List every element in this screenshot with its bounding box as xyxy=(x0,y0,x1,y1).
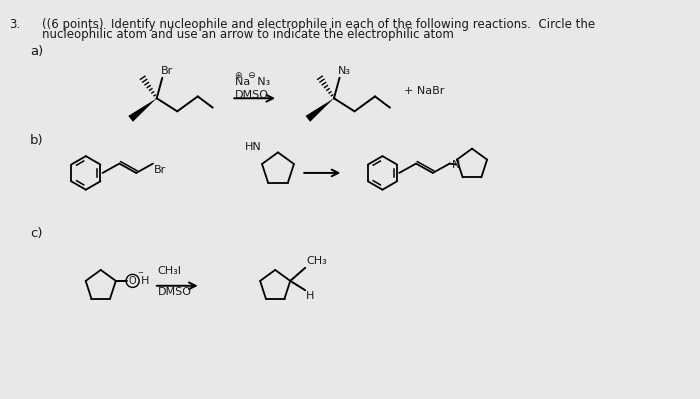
Text: DMSO: DMSO xyxy=(235,90,269,100)
Text: H: H xyxy=(141,276,149,286)
Polygon shape xyxy=(305,98,334,122)
Text: nucleophilic atom and use an arrow to indicate the electrophilic atom: nucleophilic atom and use an arrow to in… xyxy=(42,28,454,41)
Text: H: H xyxy=(306,291,314,301)
Text: −: − xyxy=(137,270,144,276)
Text: 3.: 3. xyxy=(9,18,20,31)
Text: Na  N₃: Na N₃ xyxy=(235,77,270,87)
Text: + NaBr: + NaBr xyxy=(404,86,444,96)
Text: ⊕  ⊖: ⊕ ⊖ xyxy=(235,71,256,80)
Text: N: N xyxy=(452,160,460,170)
Polygon shape xyxy=(128,98,157,122)
Text: CH₃: CH₃ xyxy=(306,256,327,266)
Text: a): a) xyxy=(30,45,43,58)
Text: ((6 points)  Identify nucleophile and electrophile in each of the following reac: ((6 points) Identify nucleophile and ele… xyxy=(42,18,595,31)
Text: Br: Br xyxy=(160,66,173,76)
Text: c): c) xyxy=(30,227,43,240)
Text: b): b) xyxy=(30,134,43,147)
Text: Br: Br xyxy=(154,164,166,174)
Text: O: O xyxy=(129,276,137,286)
Text: N₃: N₃ xyxy=(337,66,351,76)
Text: HN: HN xyxy=(244,142,261,152)
Text: DMSO: DMSO xyxy=(158,287,192,297)
Text: CH₃I: CH₃I xyxy=(158,265,181,276)
